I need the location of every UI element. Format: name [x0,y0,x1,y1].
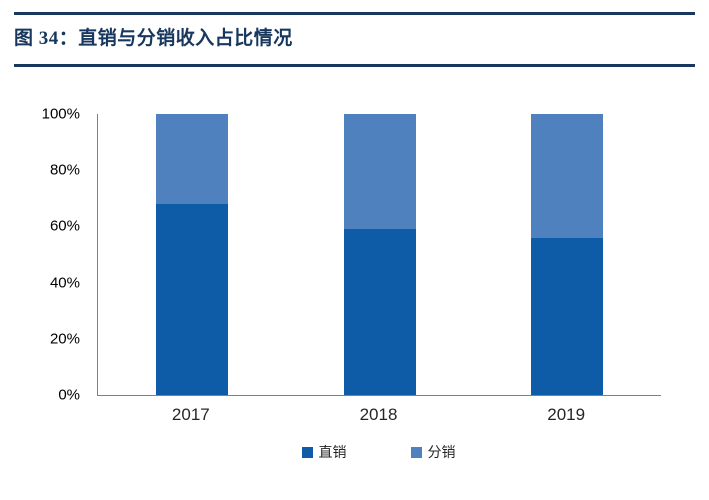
chart-legend: 直销 分销 [97,442,660,462]
y-tick-label-0: 0% [58,386,80,404]
top-divider [14,12,695,15]
bar-segment-direct-2017 [155,203,228,395]
x-tick-label-2018: 2018 [359,405,398,424]
figure-title: 图 34：直销与分销收入占比情况 [14,28,293,49]
stacked-bar-2018 [343,114,416,395]
legend-item-distribution: 分销 [410,442,456,462]
x-axis: 2017 2018 2019 [97,405,660,425]
x-tick-label-2017: 2017 [171,405,210,424]
title-divider [14,64,695,67]
bar-slot-2019 [473,114,661,395]
bar-segment-direct-2018 [343,229,416,395]
stacked-bar-2017 [155,114,228,395]
legend-item-direct: 直销 [301,442,347,462]
bar-slot-2018 [286,114,474,395]
bar-slot-2017 [98,114,286,395]
y-axis: 100% 80% 60% 40% 20% 0% [0,106,90,404]
y-tick-label-40: 40% [49,274,80,292]
y-tick-label-80: 80% [49,161,80,179]
legend-label-direct: 直销 [318,444,347,460]
y-tick-label-60: 60% [49,217,80,235]
bar-segment-distribution-2018 [343,114,416,230]
legend-swatch-direct [301,446,313,458]
bar-segment-distribution-2019 [531,114,604,238]
y-tick-label-100: 100% [41,105,80,123]
plot-area [97,114,661,396]
stacked-bar-chart: 100% 80% 60% 40% 20% 0% 2017 2018 2019 直销 分销 [0,90,709,490]
bar-segment-direct-2019 [531,237,604,395]
bar-segment-distribution-2017 [155,114,228,204]
stacked-bar-2019 [531,114,604,395]
x-tick-label-2019: 2019 [547,405,586,424]
legend-label-distribution: 分销 [427,444,456,460]
y-tick-label-20: 20% [49,330,80,348]
legend-swatch-distribution [410,446,422,458]
